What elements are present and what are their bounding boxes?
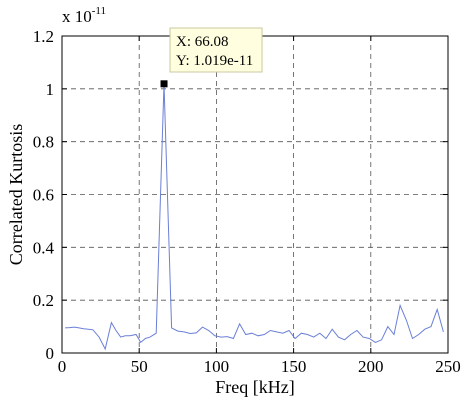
series-line: [65, 83, 444, 351]
y-tick-label: 0.4: [33, 238, 55, 257]
datatip: X: 66.08 Y: 1.019e-11: [160, 27, 263, 88]
y-tick-label: 0.8: [33, 133, 54, 152]
x-tick-label: 50: [131, 357, 148, 376]
datatip-marker: [160, 80, 168, 88]
series: [65, 83, 444, 351]
x-tick-label: 100: [204, 357, 230, 376]
y-axis-label: Correlated Kurtosis: [6, 124, 26, 265]
y-tick-label: 0.6: [33, 186, 54, 205]
x-axis-label: Freq [kHz]: [215, 377, 294, 397]
datatip-y-text: Y: 1.019e-11: [176, 53, 253, 69]
datatip-x-text: X: 66.08: [176, 34, 229, 50]
x-tick-label: 150: [281, 357, 307, 376]
y-tick-label: 1.2: [33, 27, 54, 46]
y-tick-label: 1: [46, 80, 55, 99]
x-tick-label: 0: [58, 357, 67, 376]
datatip-box: [169, 27, 263, 73]
x-tick-label: 200: [358, 357, 384, 376]
y-exponent-label: x 10-11: [62, 5, 106, 26]
grid: [62, 36, 448, 353]
x-tick-label: 250: [435, 357, 461, 376]
y-tick-label: 0: [46, 344, 55, 363]
axis-ticks: 0 50 100 150 200 250 0 0.2 0.4 0.6 0.8 1 1.2: [33, 27, 461, 376]
y-tick-label: 0.2: [33, 291, 54, 310]
